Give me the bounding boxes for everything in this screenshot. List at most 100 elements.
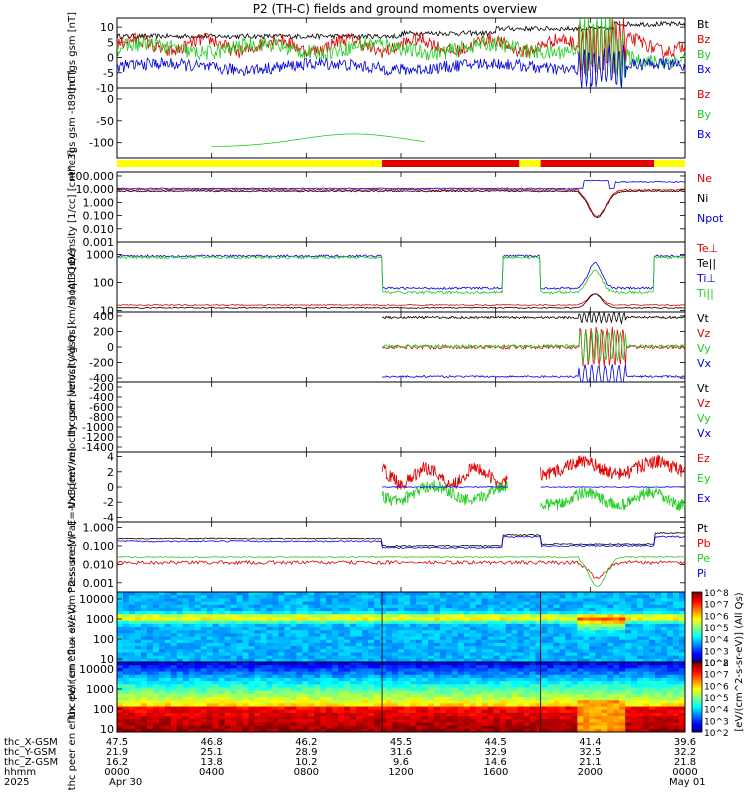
spectrogram-cell — [284, 607, 291, 612]
spectrogram-cell — [613, 652, 620, 657]
spectrogram-cell — [535, 674, 543, 679]
spectrogram-cell — [523, 662, 531, 666]
spectrogram-cell — [146, 671, 154, 676]
spectrogram-cell — [224, 630, 232, 634]
spectrogram-cell — [565, 655, 572, 660]
spectrogram-cell — [427, 709, 435, 714]
spectrogram-cell — [386, 690, 393, 695]
spectrogram-cell — [517, 636, 525, 641]
spectrogram-cell — [493, 595, 501, 599]
spectrogram-cell — [200, 652, 208, 657]
spectrogram-cell — [260, 716, 267, 720]
spectrogram-cell — [619, 623, 626, 628]
spectrogram-cell — [128, 687, 136, 692]
spectrogram-cell — [320, 617, 327, 622]
spectrogram-cell — [338, 662, 345, 666]
spectrogram-cell — [559, 639, 566, 644]
spectrogram-cell — [475, 617, 483, 622]
spectrogram-cell — [517, 614, 525, 618]
spectrogram-cell — [266, 627, 273, 631]
spectrogram-cell — [655, 652, 662, 657]
spectrogram-cell — [350, 604, 357, 609]
spectrogram-cell — [517, 684, 525, 688]
spectrogram-cell — [188, 658, 196, 663]
spectrogram-cell — [326, 598, 333, 603]
spectrogram-cell — [463, 592, 471, 596]
spectrogram-cell — [152, 627, 160, 631]
spectrogram-cell — [260, 722, 267, 727]
spectrogram-cell — [266, 649, 273, 653]
spectrogram-cell — [511, 623, 519, 628]
spectrogram-cell — [386, 620, 393, 625]
spectrogram-cell — [661, 639, 668, 644]
spectrogram-cell — [194, 649, 202, 653]
spectrogram-cell — [117, 649, 124, 653]
spectrogram-cell — [679, 617, 686, 622]
spectrogram-cell — [487, 592, 495, 596]
spectrogram-cell — [415, 693, 423, 698]
spectrogram-cell — [122, 598, 130, 603]
spectrogram-cell — [326, 607, 333, 612]
spectrogram-cell — [595, 725, 602, 730]
spectrogram-cell — [601, 677, 608, 682]
spectrogram-cell — [278, 623, 285, 628]
spectrogram-cell — [272, 725, 279, 730]
spectrogram-cell — [308, 690, 315, 695]
spectrogram-cell — [368, 674, 375, 679]
spectrogram-cell — [421, 674, 429, 679]
spectrogram-cell — [589, 601, 596, 606]
spectrogram-cell — [427, 719, 435, 723]
spectrogram-cell — [308, 722, 315, 727]
spectrogram-cell — [152, 630, 160, 634]
spectrogram-cell — [589, 722, 596, 727]
spectrogram-cell — [523, 658, 531, 663]
spectrogram-cell — [332, 681, 339, 685]
spectrogram-cell — [206, 677, 214, 682]
spectrogram-cell — [176, 598, 184, 603]
spectrogram-cell — [230, 601, 238, 606]
spectrogram-cell — [421, 706, 429, 711]
spectrogram-cell — [499, 674, 507, 679]
spectrogram-cell — [595, 604, 602, 609]
spectrogram-cell — [284, 611, 291, 615]
spectrogram-cell — [433, 655, 441, 660]
spectrogram-cell — [224, 655, 232, 660]
spectrogram-cell — [146, 693, 154, 698]
spectrogram-cell — [350, 636, 357, 641]
spectrogram-cell — [398, 623, 405, 628]
spectrogram-cell — [146, 725, 154, 730]
spectrogram-cell — [433, 604, 441, 609]
spectrogram-cell — [577, 617, 584, 622]
spectrogram-cell — [350, 633, 357, 638]
spectrogram-cell — [248, 697, 256, 701]
spectrogram-cell — [661, 668, 668, 673]
spectrogram-cell — [559, 655, 566, 660]
spectrogram-cell — [140, 706, 148, 711]
spectrogram-cell — [499, 652, 507, 657]
spectrogram-cell — [188, 623, 196, 628]
spectrogram-cell — [589, 636, 596, 641]
spectrogram-cell — [356, 681, 363, 685]
spectrogram-cell — [122, 681, 130, 685]
spectrogram-cell — [326, 693, 333, 698]
spectrogram-cell — [403, 633, 411, 638]
spectrogram-cell — [278, 662, 285, 666]
spectrogram-cell — [631, 681, 638, 685]
spectrogram-cell — [439, 684, 447, 688]
spectrogram-cell — [152, 693, 160, 698]
spectrogram-cell — [398, 706, 405, 711]
spectrogram-cell — [272, 671, 279, 676]
spectrogram-cell — [248, 662, 256, 666]
spectrogram-cell — [152, 595, 160, 599]
spectrogram-cell — [637, 595, 644, 599]
spectrogram-cell — [475, 677, 483, 682]
spectrogram-cell — [589, 620, 596, 625]
spectrogram-cell — [398, 716, 405, 720]
spectrogram-cell — [559, 728, 566, 733]
spectrogram-cell — [595, 649, 602, 653]
spectrogram-cell — [296, 677, 303, 682]
spectrogram-cell — [176, 716, 184, 720]
spectrogram-cell — [601, 687, 608, 692]
spectrogram-cell — [200, 725, 208, 730]
spectrogram-cell — [236, 611, 244, 615]
